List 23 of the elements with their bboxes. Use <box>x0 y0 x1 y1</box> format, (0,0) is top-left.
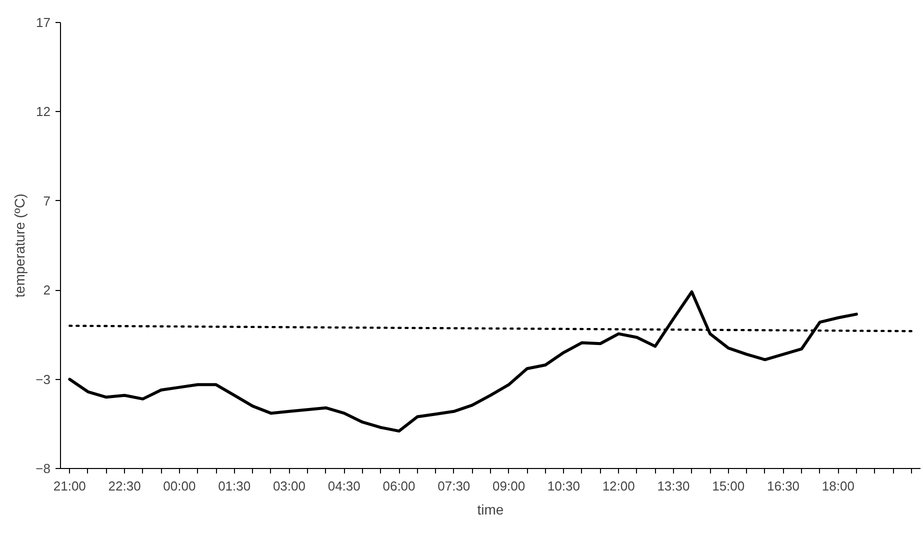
y-tick-label: 7 <box>43 193 51 208</box>
x-tick-label: 10:30 <box>547 478 580 494</box>
y-tick-label: −8 <box>36 461 51 476</box>
y-tick-label: −3 <box>36 372 51 387</box>
x-tick-label: 07:30 <box>438 478 470 494</box>
x-axis-title: time <box>477 502 504 518</box>
x-tick-label: 00:00 <box>163 478 196 494</box>
x-tick-label: 09:00 <box>492 478 526 494</box>
y-tick-label: 2 <box>43 282 51 298</box>
y-tick-label: 12 <box>36 104 51 120</box>
x-tick-label: 22:30 <box>108 478 141 494</box>
x-tick-label: 21:00 <box>53 478 86 494</box>
x-tick-label: 04:30 <box>328 478 360 494</box>
x-tick-label: 18:00 <box>822 478 854 494</box>
x-tick-label: 01:30 <box>218 478 251 494</box>
x-tick-label: 03:00 <box>272 478 306 494</box>
x-tick-label: 15:00 <box>712 478 745 494</box>
y-axis-title: temperature (ºC) <box>12 194 28 298</box>
x-tick-label: 06:00 <box>382 478 416 494</box>
y-tick-label: 17 <box>36 15 51 30</box>
x-tick-label: 16:30 <box>767 478 800 494</box>
x-tick-label: 13:30 <box>657 478 690 494</box>
x-tick-label: 12:00 <box>602 478 635 494</box>
